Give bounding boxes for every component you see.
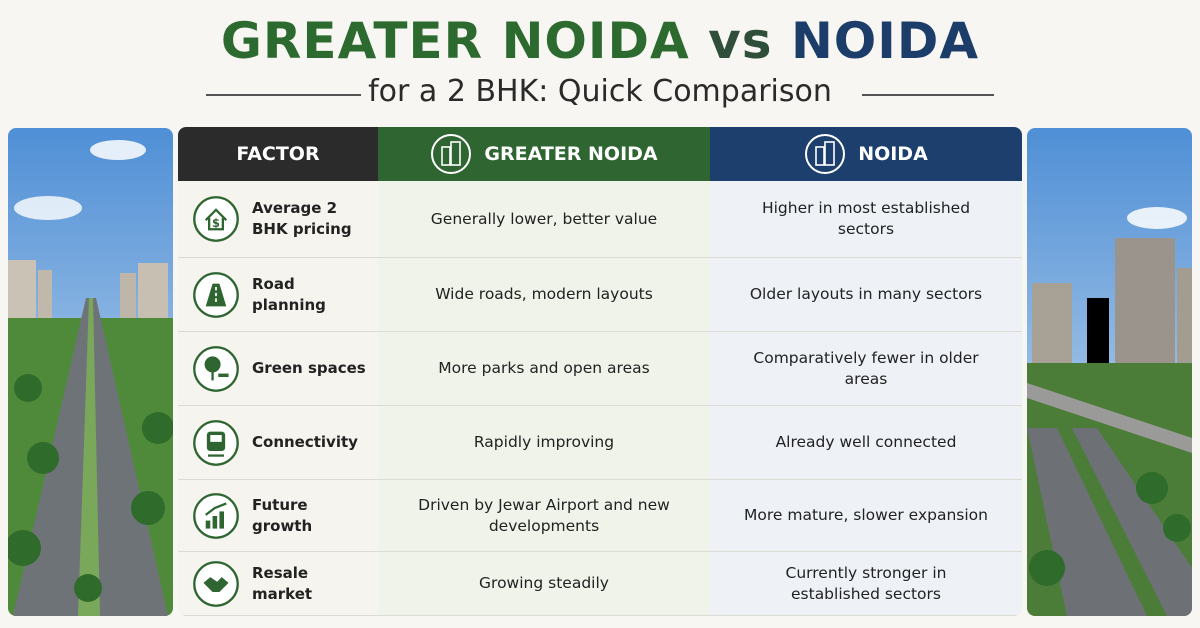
svg-text:$: $ — [212, 216, 220, 230]
cell-text: Currently stronger in established sector… — [785, 563, 947, 603]
value-cell: Comparatively fewer in older areas — [710, 332, 1022, 406]
factor-cell: Future growth — [178, 480, 378, 552]
icon — [805, 134, 846, 174]
icon — [193, 271, 239, 318]
cell-text: More parks and open areas — [438, 359, 650, 377]
value-cell: Older layouts in many sectors — [710, 258, 1022, 332]
factor-cell: Resale market — [178, 552, 378, 616]
icon — [193, 345, 239, 392]
value-cell: Already well connected — [710, 406, 1022, 480]
factor-cell: Connectivity — [178, 406, 378, 480]
factor-cell: Green spaces — [178, 332, 378, 406]
value-cell: More mature, slower expansion — [710, 480, 1022, 552]
icon — [193, 560, 239, 607]
cell-text: Growing steadily — [479, 574, 609, 592]
value-cell: Driven by Jewar Airport and new developm… — [378, 480, 710, 552]
title: GREATER NOIDA vs NOIDA — [0, 12, 1200, 70]
cell-text: Comparatively fewer in older areas — [753, 348, 979, 388]
cell-text: Generally lower, better value — [430, 209, 658, 228]
factor-label: Average 2 BHK pricing — [252, 199, 352, 238]
header-cell: GREATER NOIDA — [378, 127, 710, 181]
cell-text: Driven by Jewar Airport and new developm… — [418, 495, 670, 535]
icon: $ — [193, 196, 239, 242]
column-header: FACTOR — [236, 143, 320, 165]
title-right: NOIDA — [790, 12, 980, 70]
cell-text: Rapidly improving — [473, 433, 615, 451]
subtitle: for a 2 BHK: Quick Comparison — [368, 74, 832, 109]
factor-label: Green spaces — [252, 359, 366, 377]
cell-text: Wide roads, modern layouts — [435, 285, 653, 303]
value-cell: Generally lower, better value — [378, 181, 710, 258]
value-cell: Higher in most established sectors — [710, 181, 1022, 258]
divider — [206, 94, 361, 96]
value-cell: Currently stronger in established sector… — [710, 552, 1022, 616]
icon — [193, 492, 239, 539]
factor-label: Future growth — [252, 495, 313, 535]
factor-cell: $ Average 2 BHK pricing — [178, 181, 378, 258]
value-cell: Rapidly improving — [378, 406, 710, 480]
photo-right — [1027, 128, 1192, 616]
divider — [862, 94, 994, 96]
value-cell: Growing steadily — [378, 552, 710, 616]
factor-cell: Road planning — [178, 258, 378, 332]
factor-label: Resale market — [252, 563, 313, 603]
icon — [431, 134, 472, 174]
header-cell: FACTOR — [178, 127, 378, 181]
column-header: GREATER NOIDA — [484, 143, 658, 165]
cell-text: More mature, slower expansion — [744, 506, 988, 524]
column-header: NOIDA — [858, 143, 928, 165]
value-cell: More parks and open areas — [378, 332, 710, 406]
factor-label: Road planning — [252, 274, 326, 314]
header-cell: NOIDA — [710, 127, 1022, 181]
value-cell: Wide roads, modern layouts — [378, 258, 710, 332]
cell-text: Older layouts in many sectors — [749, 285, 983, 303]
cell-text: Higher in most established sectors — [761, 199, 971, 238]
title-left: GREATER NOIDA — [220, 12, 690, 70]
title-vs: vs — [708, 12, 773, 70]
comparison-table: FACTOR GREATER NOIDA NOIDA $ Average 2 BH… — [178, 127, 1022, 616]
icon — [193, 419, 239, 466]
factor-label: Connectivity — [252, 433, 358, 451]
photo-left — [8, 128, 173, 616]
cell-text: Already well connected — [775, 433, 957, 451]
